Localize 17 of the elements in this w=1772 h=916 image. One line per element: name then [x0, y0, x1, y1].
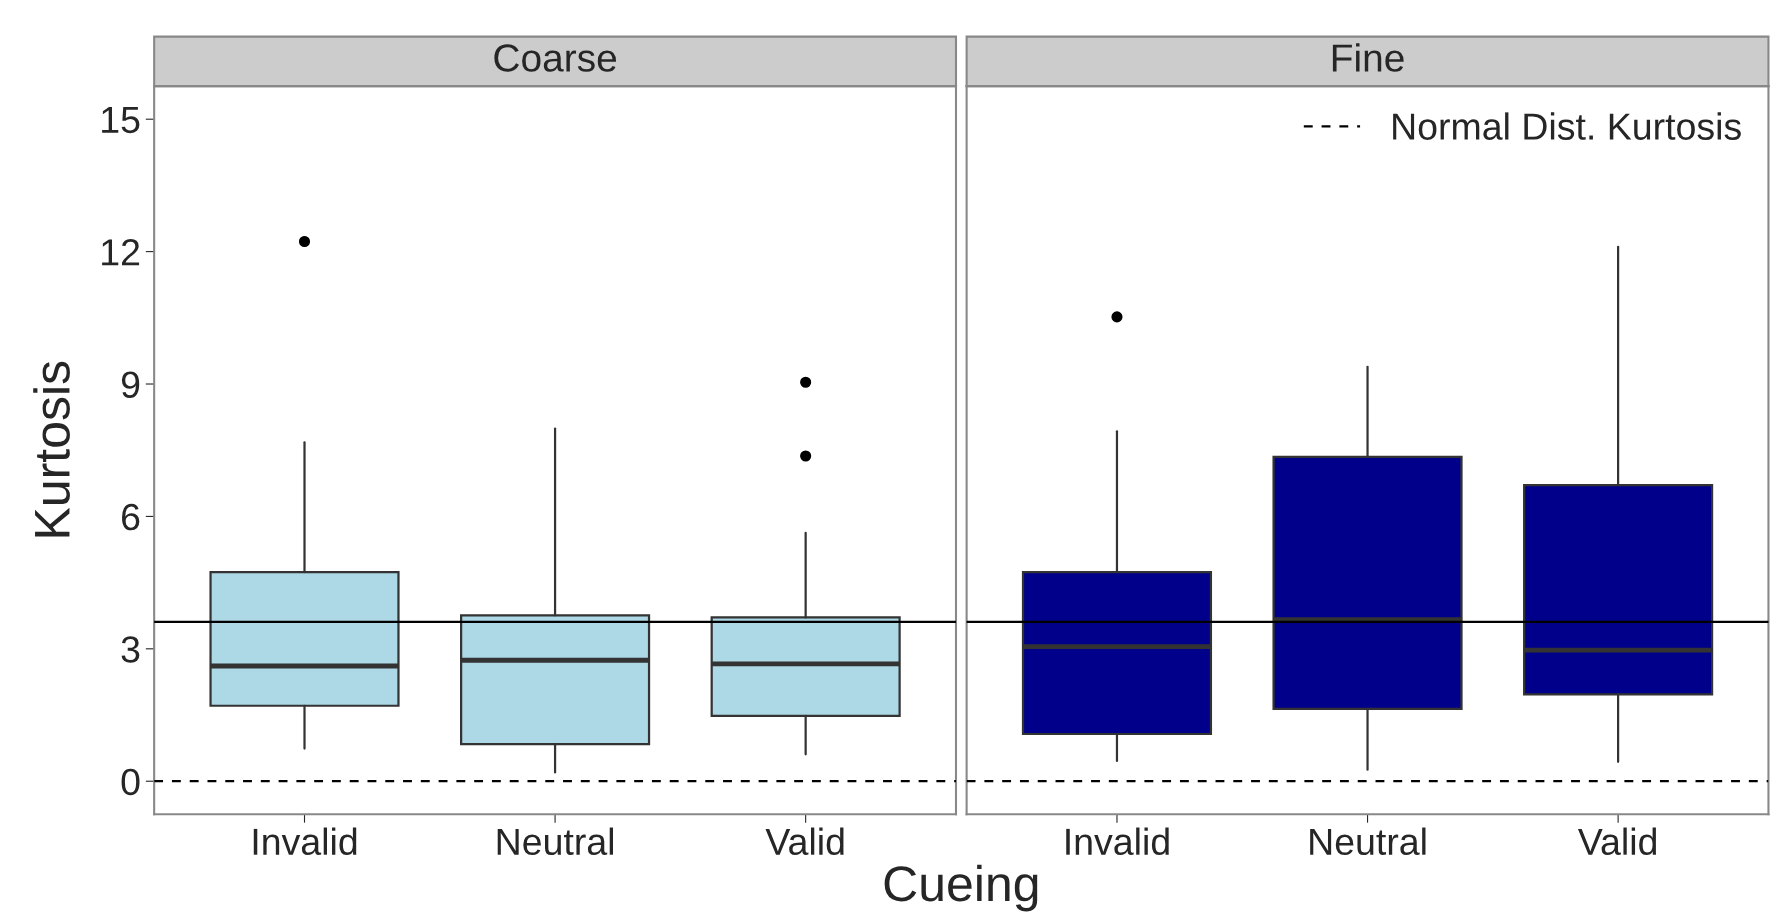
y-tick-label: 12 [102, 239, 140, 266]
y-axis-title: Kurtosis [33, 361, 70, 537]
y-tick-label: 9 [121, 371, 140, 398]
chart-title: Coarse [494, 44, 617, 72]
x-tick-label: Neutral [1310, 827, 1426, 856]
chart-title: Fine [1332, 43, 1404, 72]
y-tick-label: 6 [122, 503, 140, 531]
y-tick-label: 15 [102, 106, 140, 134]
legend-label: Normal Dist. Kurtosis [1393, 112, 1741, 140]
x-tick-label: Invalid [1066, 827, 1169, 856]
x-tick-label: Valid [765, 827, 844, 856]
x-tick-label: Neutral [497, 827, 614, 856]
x-axis-title: Cueing [884, 864, 1038, 912]
x-tick-label: Invalid [253, 827, 357, 856]
x-tick-label: Valid [1577, 827, 1657, 856]
y-tick-label: 0 [121, 768, 140, 796]
y-tick-label: 3 [121, 636, 140, 663]
